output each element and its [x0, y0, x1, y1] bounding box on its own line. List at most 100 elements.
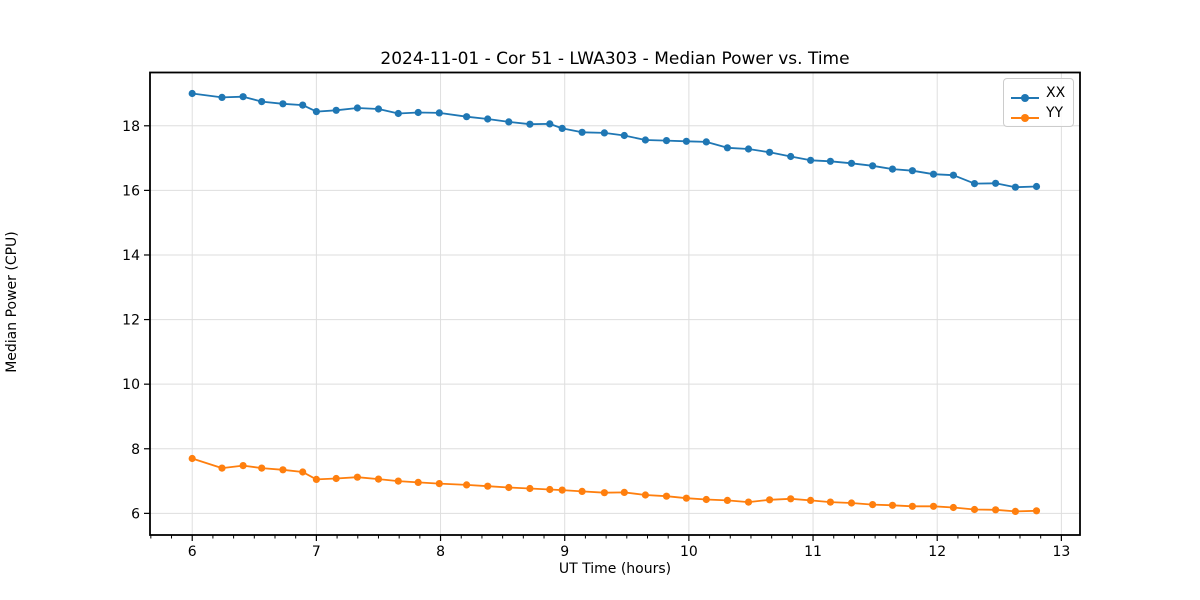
data-point-marker [847, 159, 856, 167]
plot-border [149, 71, 1081, 536]
data-point-marker [414, 108, 422, 117]
data-point-marker [1011, 507, 1020, 515]
data-point-marker [992, 179, 1000, 187]
legend-item-yy: YY [1011, 104, 1065, 122]
data-point-marker [394, 477, 402, 485]
data-point-marker [908, 167, 917, 175]
data-point-marker [279, 466, 287, 474]
data-point-marker [312, 108, 320, 116]
data-point-marker [682, 137, 691, 145]
data-point-marker [578, 487, 586, 495]
y-axis-label: Median Power (CPU) [4, 231, 20, 373]
data-point-marker [787, 495, 795, 503]
x-tick-label: 8 [436, 544, 445, 560]
data-point-marker [641, 491, 650, 499]
data-point-marker [258, 464, 266, 472]
data-point-marker [826, 498, 835, 506]
data-point-marker [949, 503, 958, 512]
data-point-marker [908, 502, 917, 510]
data-point-marker [394, 109, 402, 118]
gridlines [150, 72, 1080, 535]
data-point-marker [526, 484, 534, 493]
x-axis-label: UT Time (hours) [558, 561, 672, 577]
data-point-marker [662, 137, 671, 145]
y-tick-label: 12 [122, 313, 140, 329]
y-tick-label: 16 [122, 183, 140, 199]
data-point-marker [332, 474, 340, 483]
series-yy [188, 454, 1041, 515]
data-point-marker [526, 120, 534, 128]
data-point-marker [600, 489, 609, 497]
x-tick-label: 9 [560, 544, 569, 560]
data-point-marker [414, 478, 422, 486]
y-tick-label: 10 [122, 377, 140, 393]
legend-line-marker-sample-yy [1011, 108, 1039, 122]
data-point-marker [662, 492, 671, 500]
data-point-marker [239, 93, 247, 101]
data-point-marker [218, 93, 226, 101]
data-point-marker [484, 115, 492, 123]
data-point-marker [807, 156, 815, 164]
data-point-marker [682, 494, 691, 502]
data-point-marker [744, 145, 753, 153]
data-point-marker [723, 496, 732, 504]
x-tick-label: 10 [680, 544, 698, 560]
data-point-marker [970, 505, 979, 514]
y-tick-label: 18 [122, 119, 140, 135]
data-point-marker [505, 118, 513, 126]
y-tick-label: 6 [131, 506, 140, 522]
x-tick-label: 6 [188, 544, 197, 560]
data-point-marker [1032, 182, 1041, 191]
legend-label-xx: XX [1046, 84, 1066, 101]
data-point-marker [374, 105, 383, 113]
data-point-marker [970, 180, 979, 188]
legend-label-yy: YY [1046, 104, 1064, 121]
data-point-marker [353, 104, 361, 112]
data-point-marker [578, 128, 586, 136]
axis-ticks [144, 125, 1062, 541]
x-tick-label: 11 [804, 544, 822, 560]
data-point-marker [620, 131, 628, 140]
data-point-marker [374, 475, 383, 483]
data-point-marker [929, 502, 938, 510]
data-point-marker [463, 113, 471, 121]
legend-line-marker-sample-xx [1011, 88, 1039, 102]
data-point-marker [992, 506, 1000, 514]
data-point-marker [702, 138, 710, 146]
x-tick-label: 7 [312, 544, 321, 560]
data-point-marker [641, 136, 650, 144]
data-point-marker [620, 488, 628, 496]
data-point-marker [949, 171, 958, 179]
data-point-marker [600, 129, 609, 137]
data-point-marker [353, 473, 361, 481]
legend: XX YY [1003, 78, 1074, 127]
data-point-marker [723, 144, 732, 152]
data-point-marker [332, 106, 340, 114]
x-tick-label: 13 [1052, 544, 1070, 560]
data-point-marker [702, 495, 710, 504]
data-point-marker [1032, 507, 1041, 515]
series-xx [188, 89, 1041, 191]
data-point-marker [888, 501, 897, 509]
data-point-marker [766, 148, 774, 156]
data-point-marker [546, 485, 554, 494]
data-point-marker [558, 124, 566, 132]
data-point-marker [484, 482, 492, 490]
legend-marker-icon [1021, 93, 1029, 102]
data-point-marker [558, 486, 566, 494]
data-point-marker [188, 89, 196, 98]
data-point-marker [869, 162, 877, 170]
legend-marker-icon [1021, 113, 1029, 122]
data-point-marker [766, 496, 774, 504]
data-point-marker [505, 483, 513, 492]
legend-item-xx: XX [1011, 84, 1066, 102]
data-point-marker [188, 454, 196, 463]
data-point-marker [299, 468, 307, 476]
data-point-marker [218, 464, 226, 472]
y-tick-label: 8 [131, 442, 140, 458]
data-point-marker [787, 152, 795, 161]
data-point-marker [299, 101, 307, 109]
data-point-marker [929, 170, 938, 178]
